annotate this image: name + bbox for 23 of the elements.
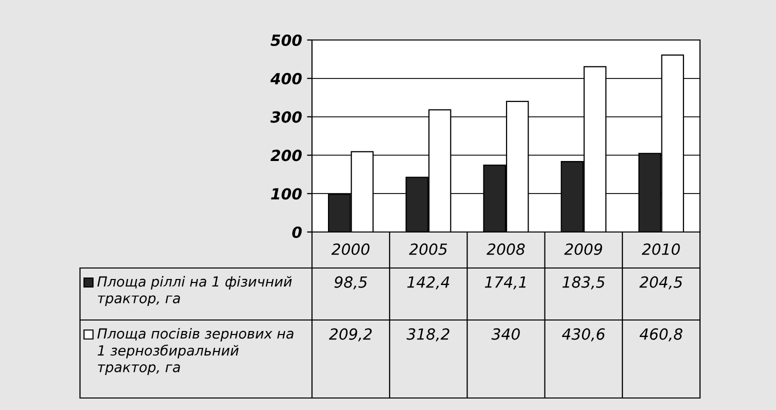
data-label: 209,2 [328,328,372,342]
data-label: 142,4 [407,276,450,290]
x-tick-label: 2010 [642,243,680,255]
legend-label: Площа ріллі на 1 фізичний трактор, га [97,276,292,306]
y-tick-label: 500 [270,34,302,46]
data-label: 318,2 [406,328,450,342]
y-tick-label: 300 [270,111,302,123]
x-tick-label: 2005 [409,243,447,255]
y-tick-label: 200 [270,150,302,162]
data-label: 204,5 [639,276,682,290]
x-tick-label: 2000 [331,243,370,255]
y-tick-label: 100 [271,188,302,200]
x-tick-label: 2009 [564,243,602,255]
data-label: 174,1 [484,276,526,290]
legend-label: Площа посівів зернових на 1 зернозбиральний трактор, га [97,328,294,375]
data-label: 460,8 [640,328,682,342]
x-tick-label: 2008 [486,243,525,255]
data-label: 430,6 [562,328,605,342]
data-label: 183,5 [562,276,605,290]
y-tick-label: 0 [292,226,302,238]
data-label: 340 [491,328,520,340]
data-label: 98,5 [334,276,367,290]
y-tick-label: 400 [270,72,302,84]
